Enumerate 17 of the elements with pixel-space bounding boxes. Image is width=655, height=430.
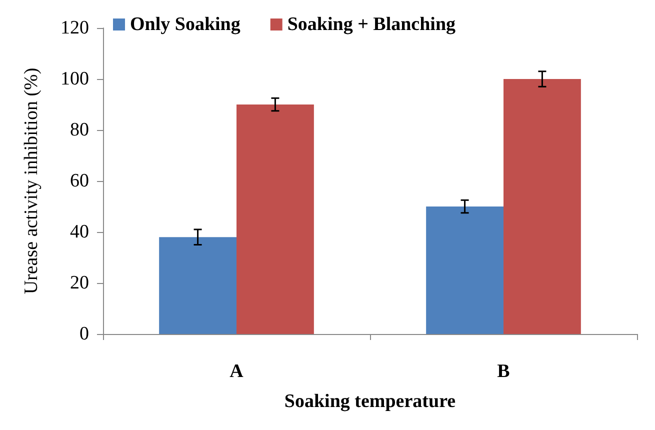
legend-label: Soaking + Blanching <box>287 14 456 35</box>
bar <box>159 237 236 334</box>
y-tick-label: 20 <box>70 272 89 294</box>
bar <box>426 206 504 334</box>
x-tick-label: A <box>230 361 244 382</box>
bar <box>504 79 581 334</box>
y-tick-label: 40 <box>70 222 89 242</box>
y-tick-label: 80 <box>70 120 89 140</box>
y-tick-label: 100 <box>60 68 89 90</box>
legend-label: Only Soaking <box>130 14 241 35</box>
y-tick-label: 60 <box>70 170 89 192</box>
y-tick-label: 0 <box>80 324 89 344</box>
y-axis-title: Urease activity inhibition (%) <box>21 68 42 294</box>
x-tick-label: B <box>497 361 510 382</box>
bar <box>236 104 314 334</box>
y-tick-label: 120 <box>60 18 89 38</box>
x-axis-title: Soaking temperature <box>284 391 456 412</box>
